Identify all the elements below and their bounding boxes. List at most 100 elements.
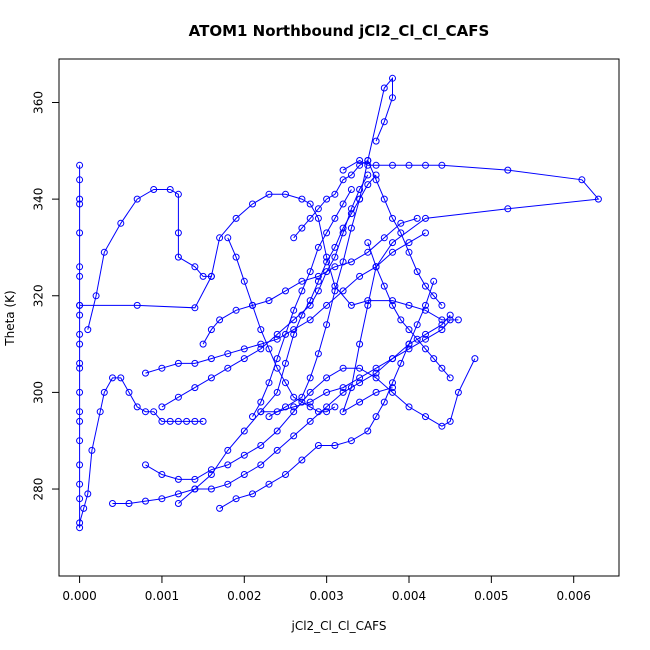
data-point	[422, 306, 429, 314]
data-point	[290, 393, 298, 401]
data-point	[76, 311, 84, 319]
data-point	[298, 224, 306, 232]
data-point	[174, 190, 182, 198]
data-point	[306, 398, 314, 406]
data-point	[422, 330, 429, 338]
data-point	[158, 495, 166, 503]
data-point	[372, 413, 380, 421]
data-point	[364, 427, 372, 435]
data-point	[347, 384, 355, 392]
data-point	[314, 272, 322, 280]
x-tick-label: 0.006	[557, 589, 591, 603]
data-point	[249, 200, 256, 208]
series-line	[178, 174, 377, 504]
data-point	[174, 393, 182, 401]
data-point	[364, 181, 372, 189]
data-point	[142, 497, 149, 505]
data-point	[265, 190, 273, 198]
data-point	[257, 461, 265, 469]
data-point	[339, 388, 347, 396]
data-point	[430, 292, 438, 300]
data-point	[84, 490, 92, 498]
data-point	[594, 195, 602, 203]
y-tick-label: 320	[32, 284, 46, 307]
data-point	[224, 480, 232, 488]
x-tick-label: 0.000	[62, 589, 96, 603]
chart-title: ATOM1 Northbound jCl2_Cl_Cl_CAFS	[189, 22, 490, 40]
data-point	[109, 500, 116, 507]
data-point	[76, 200, 84, 208]
data-point	[142, 461, 149, 469]
data-point	[199, 340, 207, 348]
data-point	[207, 272, 215, 280]
data-point	[405, 161, 413, 169]
data-point	[80, 504, 88, 512]
data-point	[389, 94, 396, 102]
data-point	[191, 304, 199, 312]
x-tick-label: 0.003	[309, 589, 343, 603]
data-point	[339, 258, 347, 266]
data-point	[389, 214, 396, 222]
data-point	[380, 282, 388, 290]
data-point	[109, 374, 116, 382]
data-point	[117, 374, 125, 382]
data-point	[282, 359, 289, 367]
data-point	[405, 345, 413, 353]
series-line	[79, 165, 204, 528]
data-point	[232, 214, 240, 222]
data-point	[240, 277, 248, 285]
data-point	[76, 408, 84, 416]
data-point	[100, 248, 108, 256]
data-point	[389, 74, 396, 82]
data-point	[347, 186, 355, 193]
data-point	[422, 282, 429, 290]
data-point	[158, 403, 166, 411]
data-point	[249, 490, 256, 498]
data-point	[389, 301, 396, 309]
data-point	[282, 403, 289, 411]
series-line	[112, 314, 451, 504]
data-point	[314, 214, 322, 222]
y-axis: 280 300 320 340 360	[32, 91, 60, 500]
data-point	[88, 446, 96, 454]
plot-series	[76, 74, 602, 532]
data-point	[438, 161, 446, 169]
data-point	[257, 408, 265, 416]
y-tick-label: 340	[32, 188, 46, 211]
data-point	[282, 471, 289, 478]
data-point	[298, 456, 306, 464]
data-point	[347, 224, 355, 232]
data-point	[397, 359, 405, 367]
data-point	[413, 321, 421, 329]
series-line	[145, 232, 426, 374]
data-point	[76, 161, 84, 169]
data-point	[290, 330, 298, 338]
data-point	[142, 408, 149, 416]
data-point	[265, 480, 273, 488]
series-line	[367, 242, 451, 379]
data-point	[331, 403, 339, 411]
x-tick-label: 0.002	[227, 589, 261, 603]
data-point	[257, 442, 265, 449]
data-point	[578, 176, 586, 184]
data-point	[273, 427, 281, 435]
data-point	[240, 471, 248, 478]
data-point	[339, 224, 347, 232]
data-point	[76, 330, 84, 338]
series-line	[293, 159, 443, 306]
data-point	[389, 384, 396, 392]
data-point	[323, 229, 331, 237]
data-point	[331, 253, 339, 261]
data-point	[257, 398, 265, 406]
data-point	[347, 210, 355, 218]
data-point	[199, 272, 207, 280]
data-point	[265, 413, 273, 421]
data-point	[174, 490, 182, 498]
data-point	[298, 398, 306, 406]
data-point	[306, 316, 314, 324]
data-point	[298, 393, 306, 401]
data-point	[422, 161, 429, 169]
data-point	[356, 186, 364, 193]
data-point	[422, 229, 429, 237]
